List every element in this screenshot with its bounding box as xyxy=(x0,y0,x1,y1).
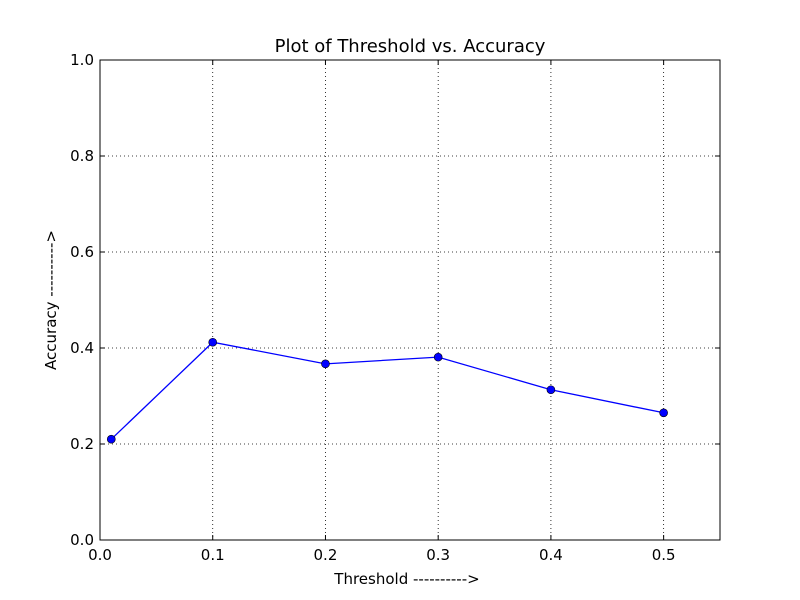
data-point xyxy=(433,352,443,362)
x-tick-label: 0.1 xyxy=(201,546,225,564)
chart-title: Plot of Threshold vs. Accuracy xyxy=(275,36,546,57)
x-tick-label: 0.4 xyxy=(539,546,563,564)
data-point xyxy=(106,434,116,444)
x-axis-label: Threshold ----------> xyxy=(333,570,479,588)
data-point xyxy=(321,359,330,369)
grid-layer xyxy=(99,59,720,541)
y-tick-label: 0.0 xyxy=(70,531,94,549)
y-tick-label: 0.8 xyxy=(70,147,94,165)
data-point xyxy=(208,337,218,347)
x-tick-label: 0.2 xyxy=(314,546,338,564)
y-tick-label: 0.4 xyxy=(70,339,94,357)
data-point xyxy=(546,385,556,395)
tick-layer: 0.0 0.1 0.2 0.3 0.4 0.5 0.0 0.2 0.4 0.6 0.8 1.0 xyxy=(70,51,720,564)
y-tick-label: 1.0 xyxy=(70,51,94,69)
plot-frame xyxy=(99,59,721,541)
series-layer xyxy=(106,337,668,444)
y-tick-label: 0.6 xyxy=(70,243,94,261)
x-tick-label: 0.3 xyxy=(426,546,450,564)
x-tick-label: 0.0 xyxy=(88,546,112,564)
data-point xyxy=(659,408,668,418)
y-axis-label: Accuracy ----------> xyxy=(42,230,60,370)
x-tick-label: 0.5 xyxy=(652,546,676,564)
y-tick-label: 0.2 xyxy=(70,435,94,453)
series-line xyxy=(110,341,664,440)
